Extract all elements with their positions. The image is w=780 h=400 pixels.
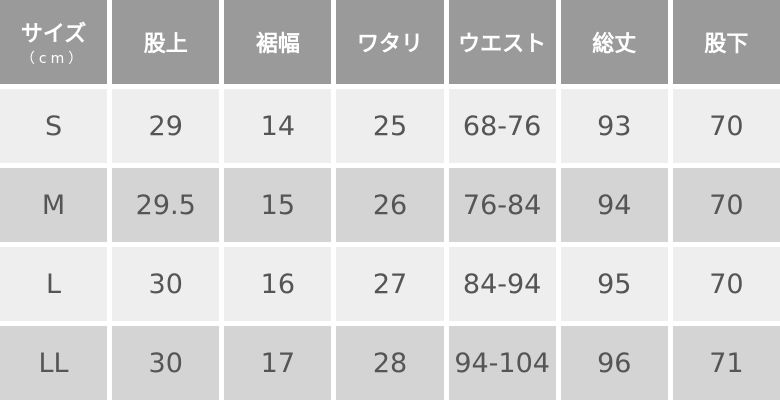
header-cell: ウエスト [448, 0, 556, 84]
value-cell: 70 [672, 89, 780, 163]
header-size: サイズ （cm） [0, 0, 108, 84]
value-cell: 76-84 [448, 168, 556, 242]
size-cell: M [0, 168, 108, 242]
value-cell: 28 [336, 326, 444, 400]
value-cell: 94-104 [448, 326, 556, 400]
value-cell: 27 [336, 247, 444, 321]
value-cell: 70 [672, 168, 780, 242]
value-cell: 94 [560, 168, 668, 242]
value-cell: 16 [224, 247, 332, 321]
size-label: サイズ [20, 22, 87, 47]
value-cell: 15 [224, 168, 332, 242]
value-cell: 96 [560, 326, 668, 400]
value-cell: 17 [224, 326, 332, 400]
size-cell: LL [0, 326, 108, 400]
header-cell: 股上 [112, 0, 220, 84]
header-cell: 股下 [672, 0, 780, 84]
size-cell: L [0, 247, 108, 321]
value-cell: 26 [336, 168, 444, 242]
value-cell: 70 [672, 247, 780, 321]
value-cell: 14 [224, 89, 332, 163]
value-cell: 30 [112, 247, 220, 321]
value-cell: 71 [672, 326, 780, 400]
value-cell: 68-76 [448, 89, 556, 163]
value-cell: 29.5 [112, 168, 220, 242]
value-cell: 93 [560, 89, 668, 163]
size-cell: S [0, 89, 108, 163]
header-cell: ワタリ [336, 0, 444, 84]
value-cell: 95 [560, 247, 668, 321]
unit-label: （cm） [20, 51, 87, 67]
value-cell: 29 [112, 89, 220, 163]
header-cell: 裾幅 [224, 0, 332, 84]
value-cell: 84-94 [448, 247, 556, 321]
header-cell: 総丈 [560, 0, 668, 84]
value-cell: 30 [112, 326, 220, 400]
value-cell: 25 [336, 89, 444, 163]
